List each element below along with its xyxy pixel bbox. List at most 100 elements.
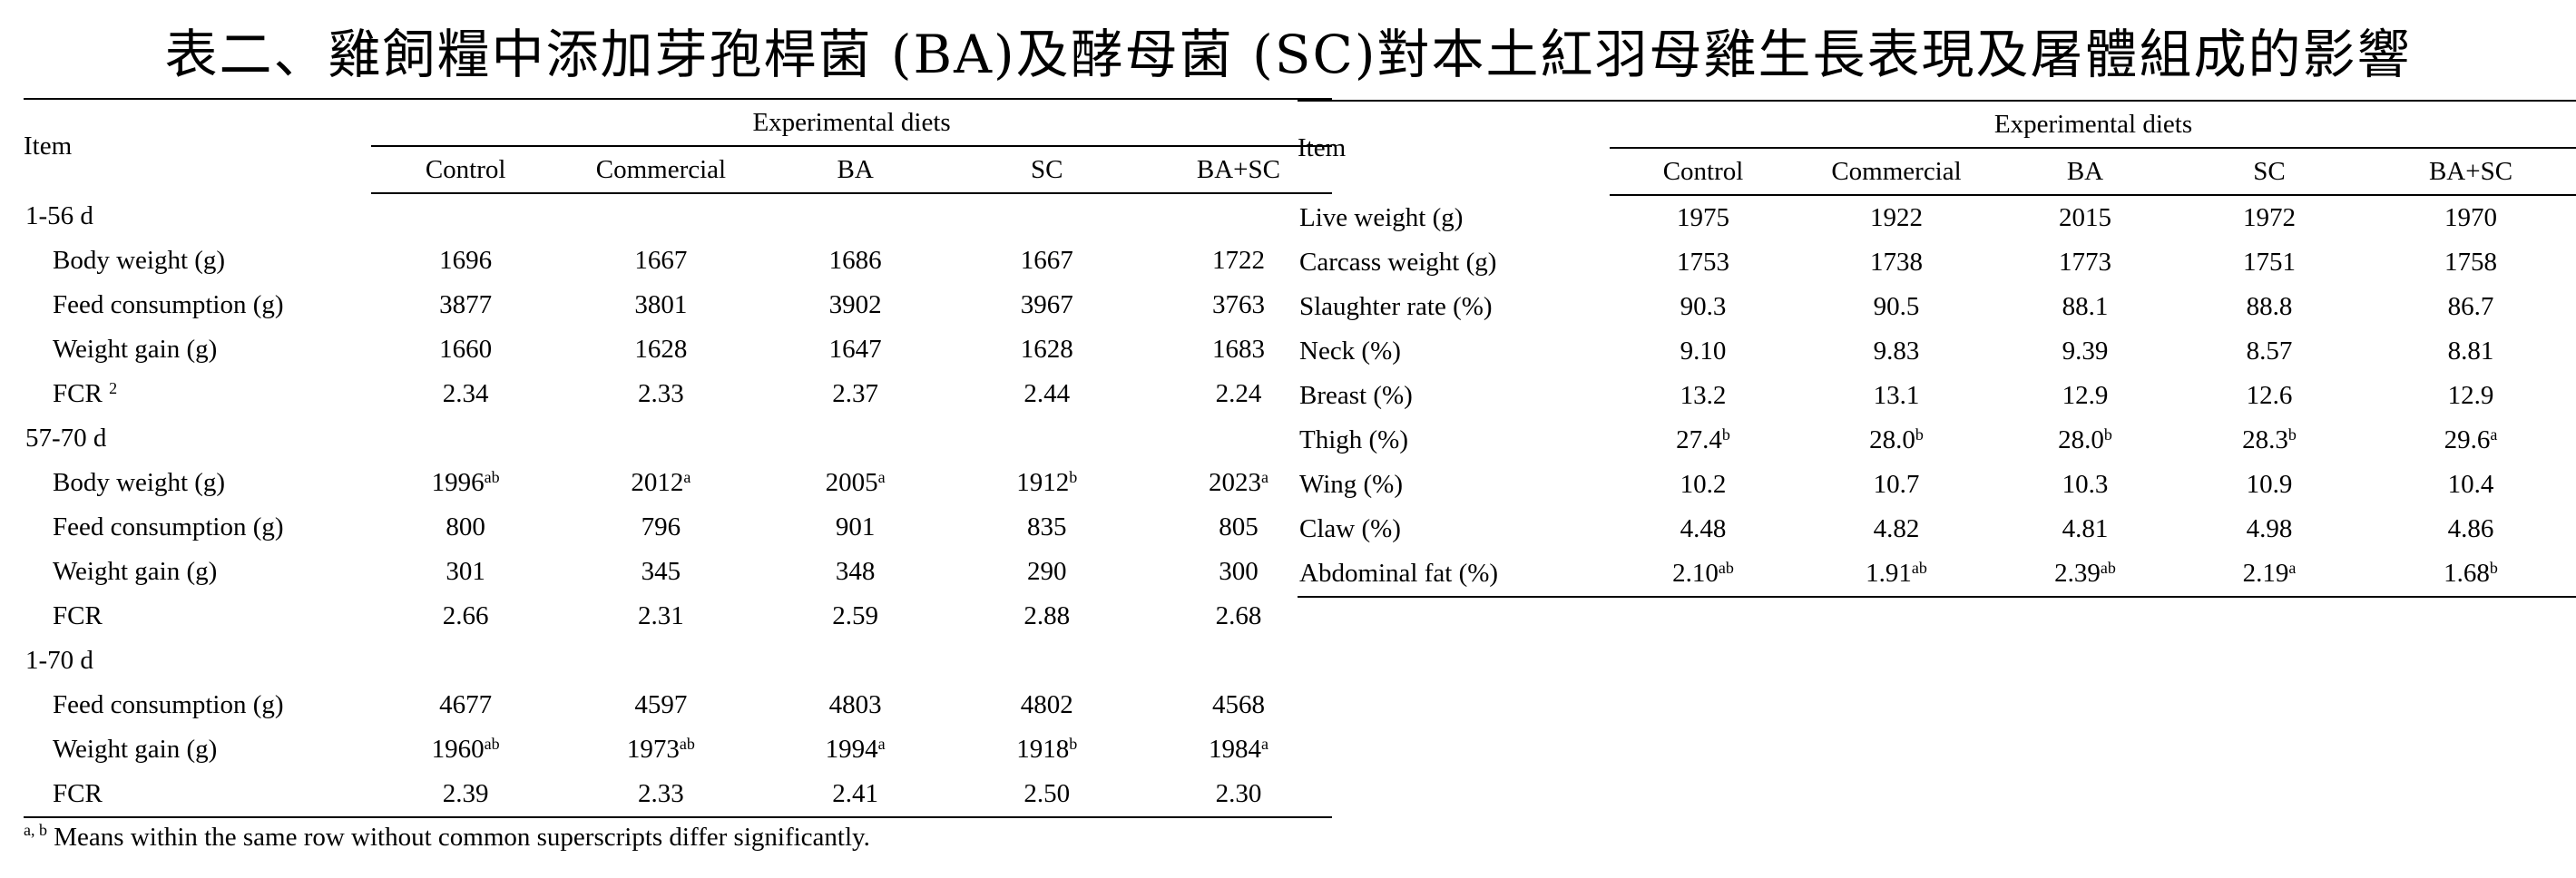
cell-value: 4.48 [1680,514,1727,543]
significance-superscript: a [2288,559,2297,577]
row-label-text: Breast (%) [1299,381,1413,410]
row-label-text: FCR [53,779,103,808]
table-cell: 1628 [949,327,1145,372]
cell-value: 2.44 [1024,379,1071,408]
cell-value: 27.4 [1676,425,1722,454]
cell-value: 10.7 [1873,470,1920,499]
cell-value: 2005 [825,468,878,497]
cell-value: 2012 [631,468,684,497]
table-cell: 1912b [949,461,1145,505]
column-header-control: Control [1610,148,1797,196]
cell-value: 88.8 [2246,292,2293,321]
cell-value: 2.30 [1215,779,1262,808]
cell-value: 1647 [828,335,882,364]
column-header-row: Control Commercial BA SC BA+SC [1298,148,2576,196]
table-cell: 12.6 [2174,374,2365,418]
row-label-text: Weight gain (g) [53,735,218,764]
row-label-text: 1-56 d [25,200,93,230]
section-header-row: 57-70 d [24,416,1332,461]
table-cell: 2.34 [371,372,560,416]
cell-value: 2.39 [442,779,489,808]
table-cell: 1683 [1145,327,1332,372]
table-cell: 1628 [560,327,761,372]
cell-value: 9.10 [1680,337,1727,366]
cell-value: 13.1 [1873,381,1920,410]
row-label: Claw (%) [1298,507,1610,551]
table-cell: 86.7 [2365,285,2576,329]
table-cell: 10.3 [1996,463,2174,507]
table-cell: 1738 [1797,240,1996,285]
table-cell: 29.6a [2365,418,2576,463]
cell-value: 2.39 [2054,559,2101,588]
cell-value: 1970 [2444,203,2498,232]
row-label-text: Feed consumption (g) [53,690,284,719]
table-cell: 300 [1145,550,1332,594]
significance-superscript: ab [679,735,695,753]
table-cell: 3763 [1145,283,1332,327]
experimental-diets-header: Experimental diets [371,98,1332,147]
table-cell: 290 [949,550,1145,594]
table-cell: 1984a [1145,727,1332,772]
section-label: 1-70 d [24,639,371,683]
cell-value: 1683 [1211,335,1265,364]
row-label-text: Live weight (g) [1299,202,1464,232]
cell-value: 12.9 [2062,381,2109,410]
cell-value: 4803 [828,690,882,719]
cell-value: 4568 [1211,690,1265,719]
item-header: Item [1298,100,1610,195]
row-label: Wing (%) [1298,463,1610,507]
table-cell: 2.31 [560,594,761,639]
cell-value: 4.86 [2447,514,2494,543]
cell-value: 1660 [439,335,493,364]
table-cell: 28.0b [1797,418,1996,463]
cell-value: 2023 [1208,468,1261,497]
table-cell: 2.24 [1145,372,1332,416]
table-cell: 2012a [560,461,761,505]
experimental-diets-header: Experimental diets [1610,100,2576,149]
table-cell: 3967 [949,283,1145,327]
table-row: Body weight (g) 1996ab 2012a 2005a 1912b 2023… [24,461,1332,505]
section-label: 1-56 d [24,193,371,239]
cell-value: 4802 [1020,690,1073,719]
cell-value: 2.19 [2242,559,2289,588]
cell-value: 4.82 [1873,514,1920,543]
cell-value: 2.68 [1215,601,1262,630]
cell-value: 1738 [1870,248,1923,277]
table-row: Feed consumption (g) 4677 4597 4803 4802 4568 [24,683,1332,727]
page-title: 表二、雞飼糧中添加芽孢桿菌 (BA)及酵母菌 (SC)對本土紅羽母雞生長表現及屠… [164,24,2412,85]
cell-value: 90.5 [1873,292,1920,321]
table-cell: 2.19a [2174,551,2365,598]
table-cell: 12.9 [1996,374,2174,418]
empty-cell [762,416,949,461]
cell-value: 1996 [431,468,485,497]
row-label: Weight gain (g) [24,550,371,594]
table-cell: 4.86 [2365,507,2576,551]
table-cell: 90.3 [1610,285,1797,329]
cell-value: 1984 [1208,735,1261,764]
table-body: 1-56 d Body weight (g) 1696 1667 1686 1667 172… [24,193,1332,818]
cell-value: 290 [1027,557,1067,586]
table-cell: 2023a [1145,461,1332,505]
significance-superscript: b [1721,425,1730,444]
row-label-text: 57-70 d [25,424,107,453]
cell-value: 86.7 [2447,292,2494,321]
table-cell: 4677 [371,683,560,727]
table-cell: 1970 [2365,195,2576,240]
table-row: Breast (%) 13.2 13.1 12.9 12.6 12.9 [1298,374,2576,418]
cell-value: 2.59 [832,601,879,630]
table-cell: 1960ab [371,727,560,772]
row-label-text: Weight gain (g) [53,335,218,364]
table-cell: 3801 [560,283,761,327]
table-cell: 1696 [371,239,560,283]
table-cell: 1647 [762,327,949,372]
table-cell: 345 [560,550,761,594]
cell-value: 2.88 [1024,601,1071,630]
table-cell: 1773 [1996,240,2174,285]
section-header-row: 1-70 d [24,639,1332,683]
table-cell: 1660 [371,327,560,372]
cell-value: 2.33 [638,379,684,408]
table-cell: 796 [560,505,761,550]
row-label: FCR [24,594,371,639]
cell-value: 1722 [1211,246,1265,275]
cell-value: 4597 [634,690,688,719]
